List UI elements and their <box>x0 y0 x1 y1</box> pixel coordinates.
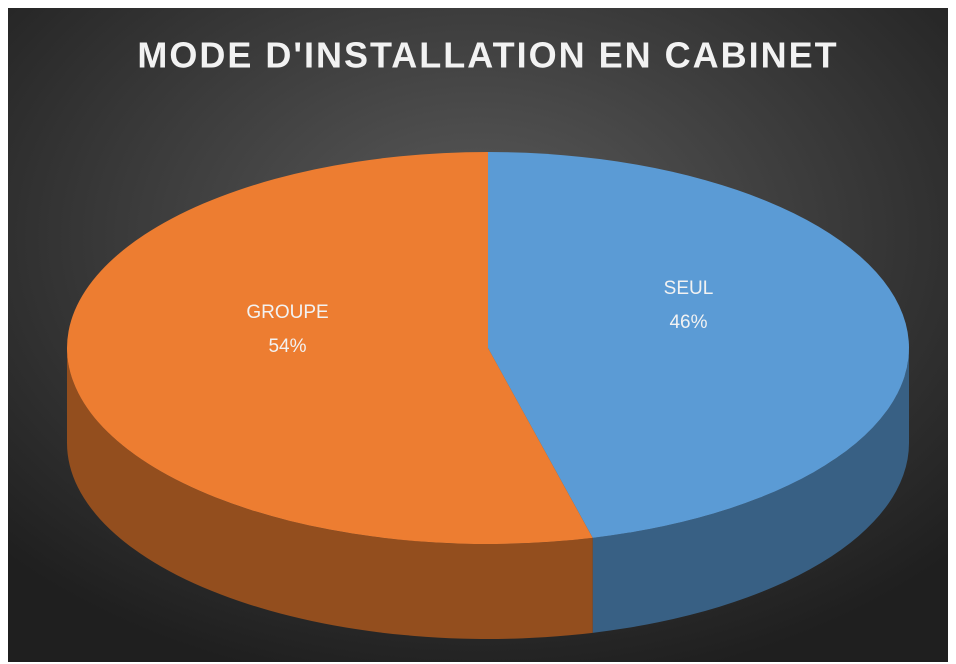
pie: SEUL 46% GROUPE 54% <box>66 152 909 639</box>
slice-category-label: GROUPE <box>246 302 328 323</box>
slice-value-label: 46% <box>669 312 707 333</box>
slice-category-label: SEUL <box>664 278 714 299</box>
slice-side <box>67 348 593 639</box>
chart-title: MODE D'INSTALLATION EN CABINET <box>137 35 838 76</box>
slice-side <box>592 348 909 633</box>
slice-value-label: 54% <box>268 336 306 357</box>
slice <box>488 152 909 538</box>
slice <box>66 152 593 544</box>
